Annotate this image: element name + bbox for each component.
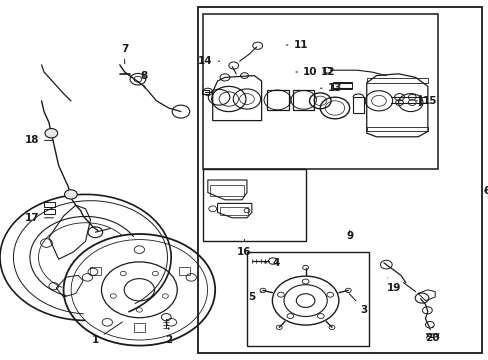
Text: 6: 6 <box>482 186 488 196</box>
Bar <box>266 90 288 110</box>
Bar <box>203 14 437 169</box>
Bar <box>134 323 145 332</box>
Bar <box>210 185 243 196</box>
Bar <box>246 252 368 346</box>
Text: 4: 4 <box>264 258 280 268</box>
Bar <box>419 96 420 105</box>
Bar <box>352 97 363 113</box>
Text: 14: 14 <box>198 56 219 66</box>
Bar <box>44 209 55 214</box>
Text: 16: 16 <box>237 239 251 257</box>
Text: 15: 15 <box>415 96 437 106</box>
Bar <box>198 7 481 353</box>
Bar <box>366 78 427 83</box>
Bar <box>44 202 55 207</box>
Text: 1: 1 <box>92 322 122 345</box>
Text: 20: 20 <box>425 327 439 343</box>
Bar <box>220 207 248 215</box>
Bar <box>202 90 209 94</box>
Text: 10: 10 <box>295 67 317 77</box>
Text: 17: 17 <box>24 213 53 223</box>
Text: 2: 2 <box>165 328 172 345</box>
Circle shape <box>64 190 77 199</box>
Bar <box>293 90 313 110</box>
Bar <box>332 82 351 89</box>
Text: 9: 9 <box>346 230 352 241</box>
Bar <box>90 266 101 275</box>
Text: 19: 19 <box>386 278 400 293</box>
Bar <box>179 266 189 275</box>
Text: 8: 8 <box>141 71 147 88</box>
Bar <box>203 169 305 241</box>
Bar <box>366 127 427 131</box>
Text: 7: 7 <box>121 44 128 64</box>
Circle shape <box>45 129 58 138</box>
Text: 18: 18 <box>24 135 53 145</box>
Text: 12: 12 <box>320 67 334 77</box>
Text: 3: 3 <box>348 294 367 315</box>
Text: 11: 11 <box>285 40 307 50</box>
Text: 13: 13 <box>320 83 342 93</box>
Text: 5: 5 <box>248 292 261 302</box>
